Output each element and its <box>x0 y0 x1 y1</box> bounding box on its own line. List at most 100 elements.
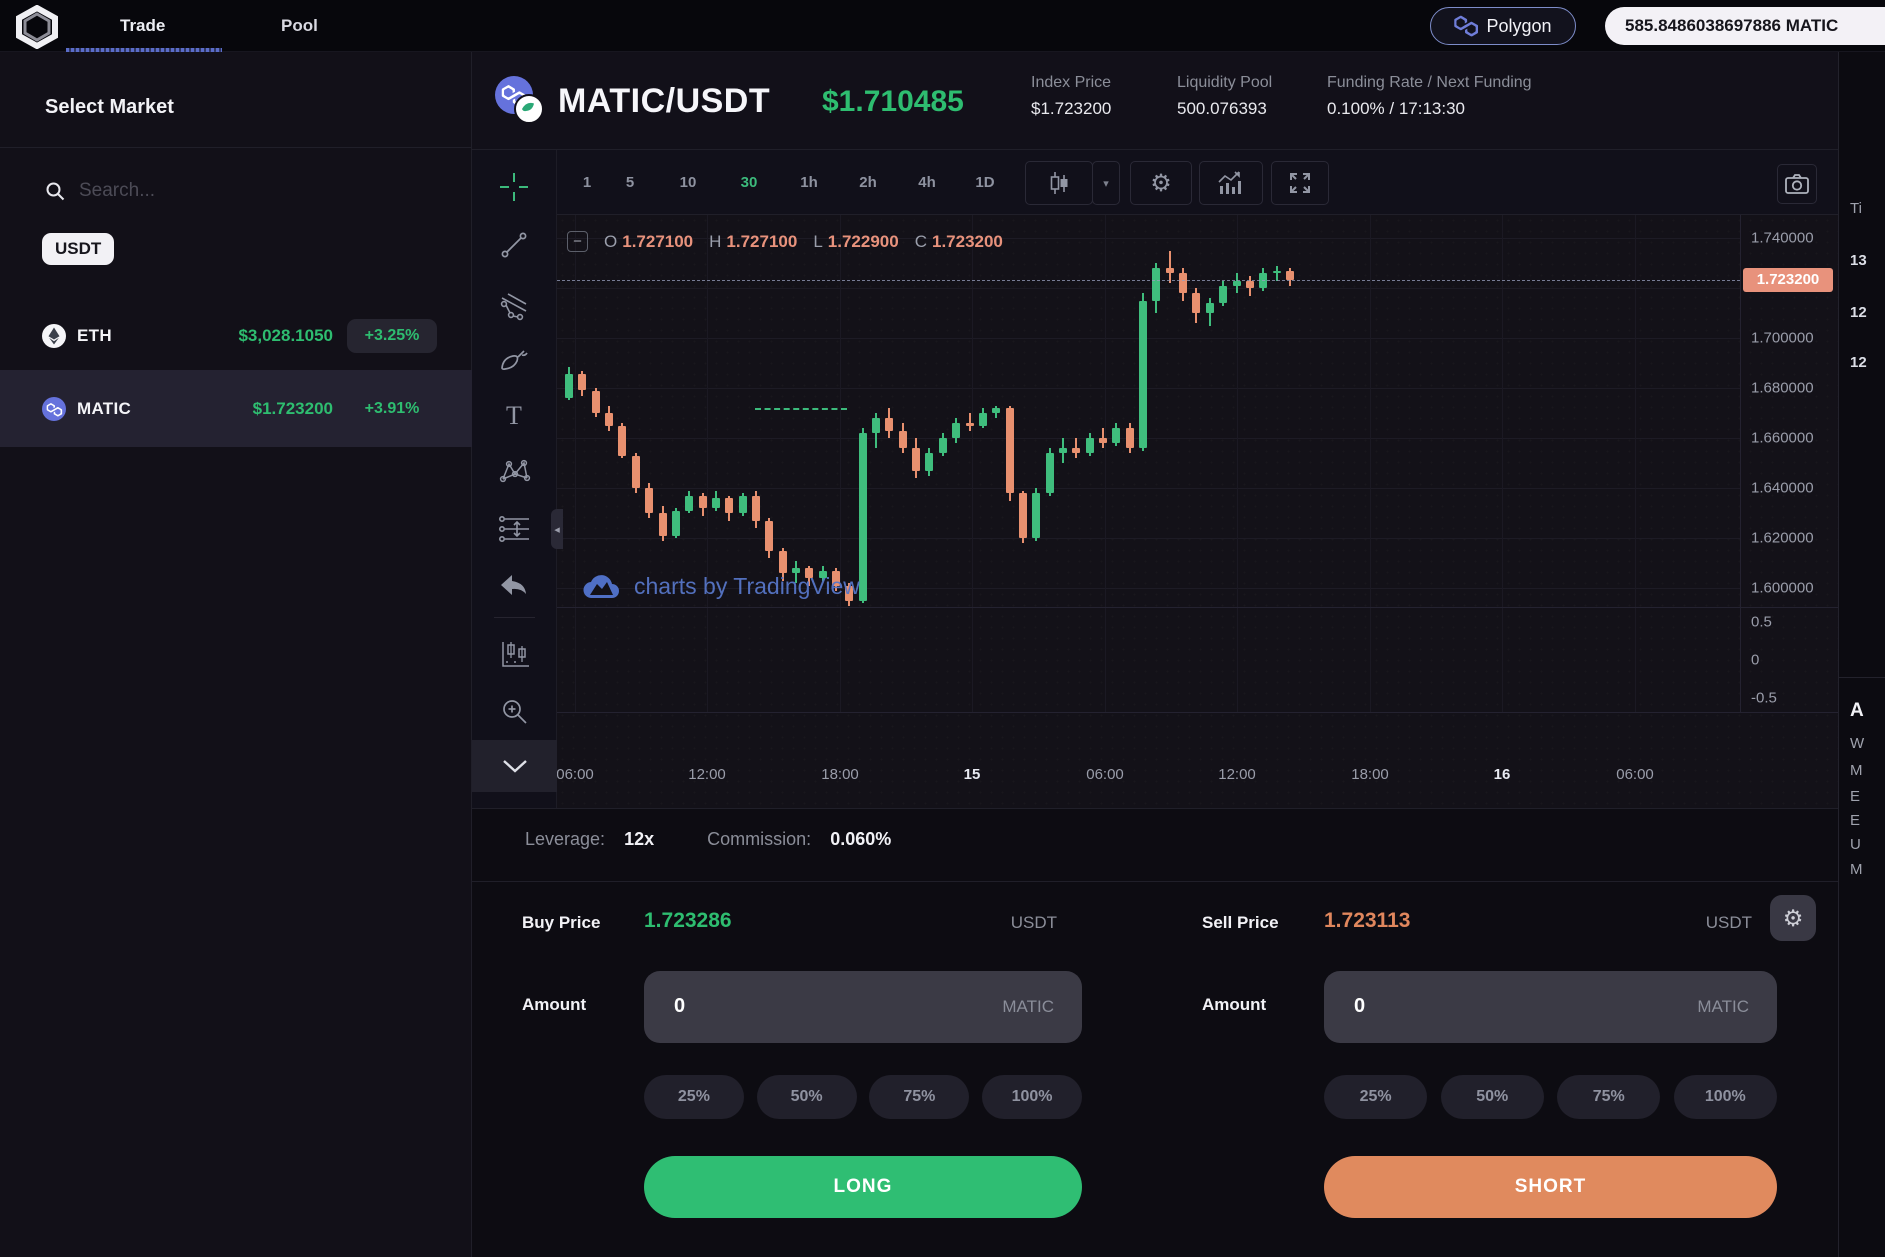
candle[interactable] <box>738 495 747 513</box>
zoom-in-tool[interactable] <box>499 696 529 726</box>
pair-name[interactable]: MATIC/USDT <box>558 82 771 120</box>
candle[interactable] <box>591 390 600 413</box>
candle[interactable] <box>1165 268 1174 273</box>
long-button[interactable]: LONG <box>644 1156 1082 1218</box>
brush-tool[interactable] <box>499 346 529 376</box>
candle[interactable] <box>1152 268 1161 301</box>
buy-percent-50[interactable]: 50% <box>756 1075 857 1119</box>
text-tool[interactable]: T <box>499 400 529 430</box>
candle[interactable] <box>952 423 961 438</box>
buy-amount-input[interactable]: 0 MATIC <box>644 971 1082 1043</box>
timeframe-1h[interactable]: 1h <box>800 174 818 191</box>
candle[interactable] <box>845 585 854 601</box>
candle[interactable] <box>1179 273 1188 293</box>
candle[interactable] <box>618 425 627 456</box>
sell-percent-50[interactable]: 50% <box>1440 1075 1544 1119</box>
arrow-marker-tool[interactable] <box>499 573 529 603</box>
candle[interactable] <box>925 453 934 471</box>
panel-collapse-handle[interactable]: ◂ <box>551 509 563 549</box>
candle[interactable] <box>1005 408 1014 493</box>
candle[interactable] <box>1205 303 1214 313</box>
candle[interactable] <box>1139 300 1147 448</box>
candle[interactable] <box>1245 280 1254 288</box>
pane-divider[interactable] <box>557 607 1838 608</box>
crosshair-tool[interactable] <box>499 172 529 202</box>
wallet-balance[interactable]: 585.8486038697886 MATIC <box>1605 7 1885 45</box>
position-tool[interactable] <box>499 514 529 544</box>
trade-settings-button[interactable]: ⚙ <box>1770 895 1816 941</box>
market-row-eth[interactable]: ETH $3,028.1050 +3.25% <box>0 302 472 370</box>
market-row-matic[interactable]: MATIC $1.723200 +3.91% <box>0 370 472 447</box>
screenshot-camera-button[interactable] <box>1777 164 1817 204</box>
candle[interactable] <box>751 495 760 521</box>
trend-line-tool[interactable] <box>499 230 529 260</box>
legend-collapse-button[interactable]: − <box>567 231 588 252</box>
candle[interactable] <box>671 510 680 536</box>
candle[interactable] <box>1085 438 1094 453</box>
candle[interactable] <box>1032 493 1041 538</box>
buy-percent-25[interactable]: 25% <box>644 1075 744 1119</box>
candle[interactable] <box>965 423 974 426</box>
quote-filter-usdt[interactable]: USDT <box>42 233 115 265</box>
network-selector-button[interactable]: Polygon <box>1430 7 1576 45</box>
timeframe-5[interactable]: 5 <box>625 174 635 191</box>
candle[interactable] <box>818 570 827 578</box>
candle[interactable] <box>605 413 613 426</box>
timeframe-2h[interactable]: 2h <box>859 174 877 191</box>
sell-amount-input[interactable]: 0 MATIC <box>1324 971 1777 1043</box>
candle[interactable] <box>805 568 814 578</box>
candle[interactable] <box>778 550 787 573</box>
candle[interactable] <box>898 430 907 448</box>
candle[interactable] <box>698 495 707 508</box>
tools-collapse-button[interactable] <box>472 740 557 792</box>
candle[interactable] <box>1219 285 1228 303</box>
market-search-input[interactable]: Search... <box>45 180 155 202</box>
candle[interactable] <box>858 433 867 601</box>
fib-tool[interactable] <box>499 291 529 321</box>
candle[interactable] <box>631 455 640 488</box>
xabcd-pattern-tool[interactable] <box>499 457 531 487</box>
buy-percent-75[interactable]: 75% <box>869 1075 970 1119</box>
candle[interactable] <box>1192 293 1201 313</box>
candle[interactable] <box>1272 270 1281 273</box>
leverage-value[interactable]: 12x <box>624 829 655 849</box>
candle[interactable] <box>658 513 667 536</box>
candle[interactable] <box>938 438 947 453</box>
bar-pattern-tool[interactable] <box>499 638 529 668</box>
candle[interactable] <box>1285 270 1294 280</box>
chart-settings-button[interactable]: ⚙ <box>1130 161 1192 205</box>
candle[interactable] <box>791 568 800 573</box>
pane-divider[interactable] <box>557 712 1838 713</box>
candle[interactable] <box>1072 448 1081 453</box>
candle[interactable] <box>765 520 774 551</box>
candle[interactable] <box>1018 493 1027 538</box>
candle[interactable] <box>885 418 894 431</box>
candle[interactable] <box>1058 448 1067 453</box>
buy-percent-100[interactable]: 100% <box>982 1075 1082 1119</box>
candle[interactable] <box>1232 280 1241 286</box>
sell-percent-75[interactable]: 75% <box>1557 1075 1661 1119</box>
candle[interactable] <box>912 448 921 471</box>
candle[interactable] <box>645 488 654 513</box>
short-button[interactable]: SHORT <box>1324 1156 1777 1218</box>
candle[interactable] <box>685 495 694 511</box>
fullscreen-button[interactable] <box>1271 161 1329 205</box>
candle[interactable] <box>872 418 881 433</box>
candle[interactable] <box>565 374 573 398</box>
candle-style-dropdown[interactable]: ▾ <box>1092 161 1120 205</box>
candle[interactable] <box>578 374 587 391</box>
timeframe-1D[interactable]: 1D <box>975 174 995 191</box>
timeframe-4h[interactable]: 4h <box>918 174 936 191</box>
candle[interactable] <box>1112 428 1121 443</box>
candle[interactable] <box>832 570 840 586</box>
candle-style-button[interactable] <box>1025 161 1093 205</box>
candle[interactable] <box>992 408 1001 413</box>
candlestick-plot[interactable] <box>557 215 1740 808</box>
tab-trade[interactable]: Trade <box>120 16 166 35</box>
tab-pool[interactable]: Pool <box>281 16 318 35</box>
price-axis[interactable]: 1.723200 1.740000 1.700000 1.680000 1.66000… <box>1741 215 1838 808</box>
timeframe-1[interactable]: 1 <box>582 174 592 191</box>
candle[interactable] <box>725 498 734 513</box>
timeframe-30[interactable]: 30 <box>740 174 758 191</box>
candle[interactable] <box>1045 453 1054 493</box>
